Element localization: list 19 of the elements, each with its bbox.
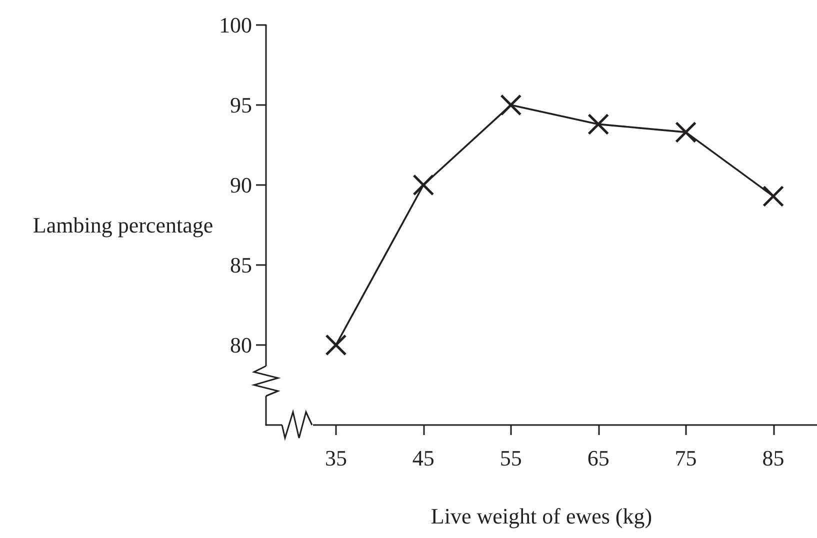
y-tick-label: 100 [219, 12, 252, 38]
point [762, 185, 784, 207]
y-tick-label: 80 [230, 332, 252, 358]
x-axis-title: Live weight of ewes (kg) [430, 504, 652, 528]
y-tick-label: 95 [230, 92, 252, 118]
point [325, 334, 347, 356]
y-tick-label: 90 [230, 172, 252, 198]
x-tick-label: 85 [762, 446, 784, 470]
point [412, 174, 434, 196]
x-tick-label: 75 [674, 446, 697, 470]
y-tick-label: 85 [230, 252, 252, 278]
y-axis-title: Lambing percentage [32, 212, 214, 238]
x-tick-label: 65 [587, 446, 610, 470]
x-tick-label: 35 [324, 446, 347, 470]
x-tick-label: 55 [500, 446, 522, 470]
point [588, 113, 610, 135]
point [675, 121, 697, 143]
point [500, 94, 522, 116]
x-tick-label: 45 [412, 446, 434, 470]
